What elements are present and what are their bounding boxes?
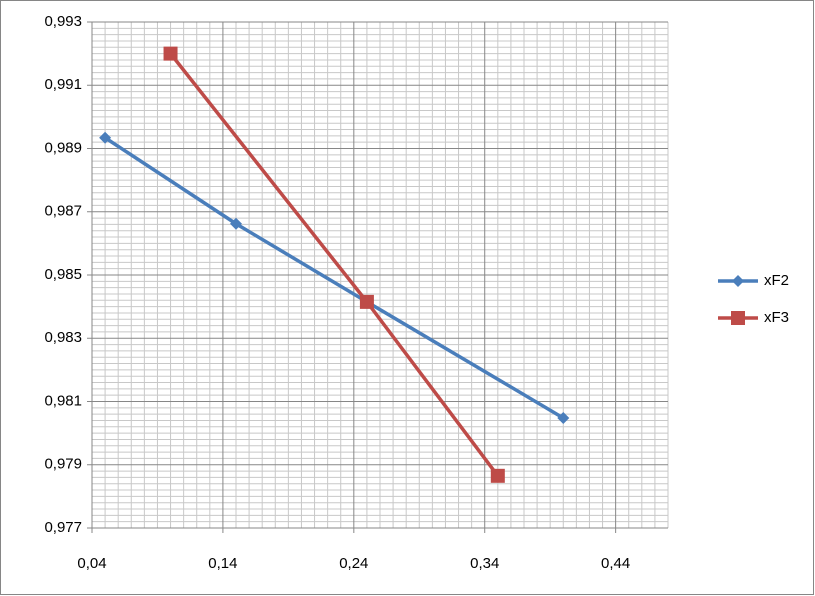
y-tick-label: 0,991 [44,76,82,93]
legend-marker [732,275,744,287]
y-tick-label: 0,989 [44,139,82,156]
y-tick-label: 0,993 [44,13,82,30]
legend-label: xF3 [764,309,789,326]
x-tick-label: 0,44 [601,555,630,572]
y-tick-label: 0,977 [44,519,82,536]
x-tick-label: 0,34 [470,555,499,572]
y-tick-label: 0,981 [44,392,82,409]
y-tick-label: 0,979 [44,456,82,473]
marker [163,46,178,61]
series-line [104,136,565,420]
marker [230,217,242,230]
y-tick-label: 0,987 [44,203,82,220]
legend-marker [731,311,745,325]
marker [490,468,505,483]
x-tick-label: 0,14 [208,555,237,572]
marker [99,131,112,144]
legend-label: xF2 [764,272,789,289]
x-tick-label: 0,24 [339,555,368,572]
marker [359,294,374,309]
y-tick-label: 0,985 [44,266,82,283]
y-tick-label: 0,983 [44,329,82,346]
x-tick-label: 0,04 [77,555,106,572]
marker [557,411,570,424]
